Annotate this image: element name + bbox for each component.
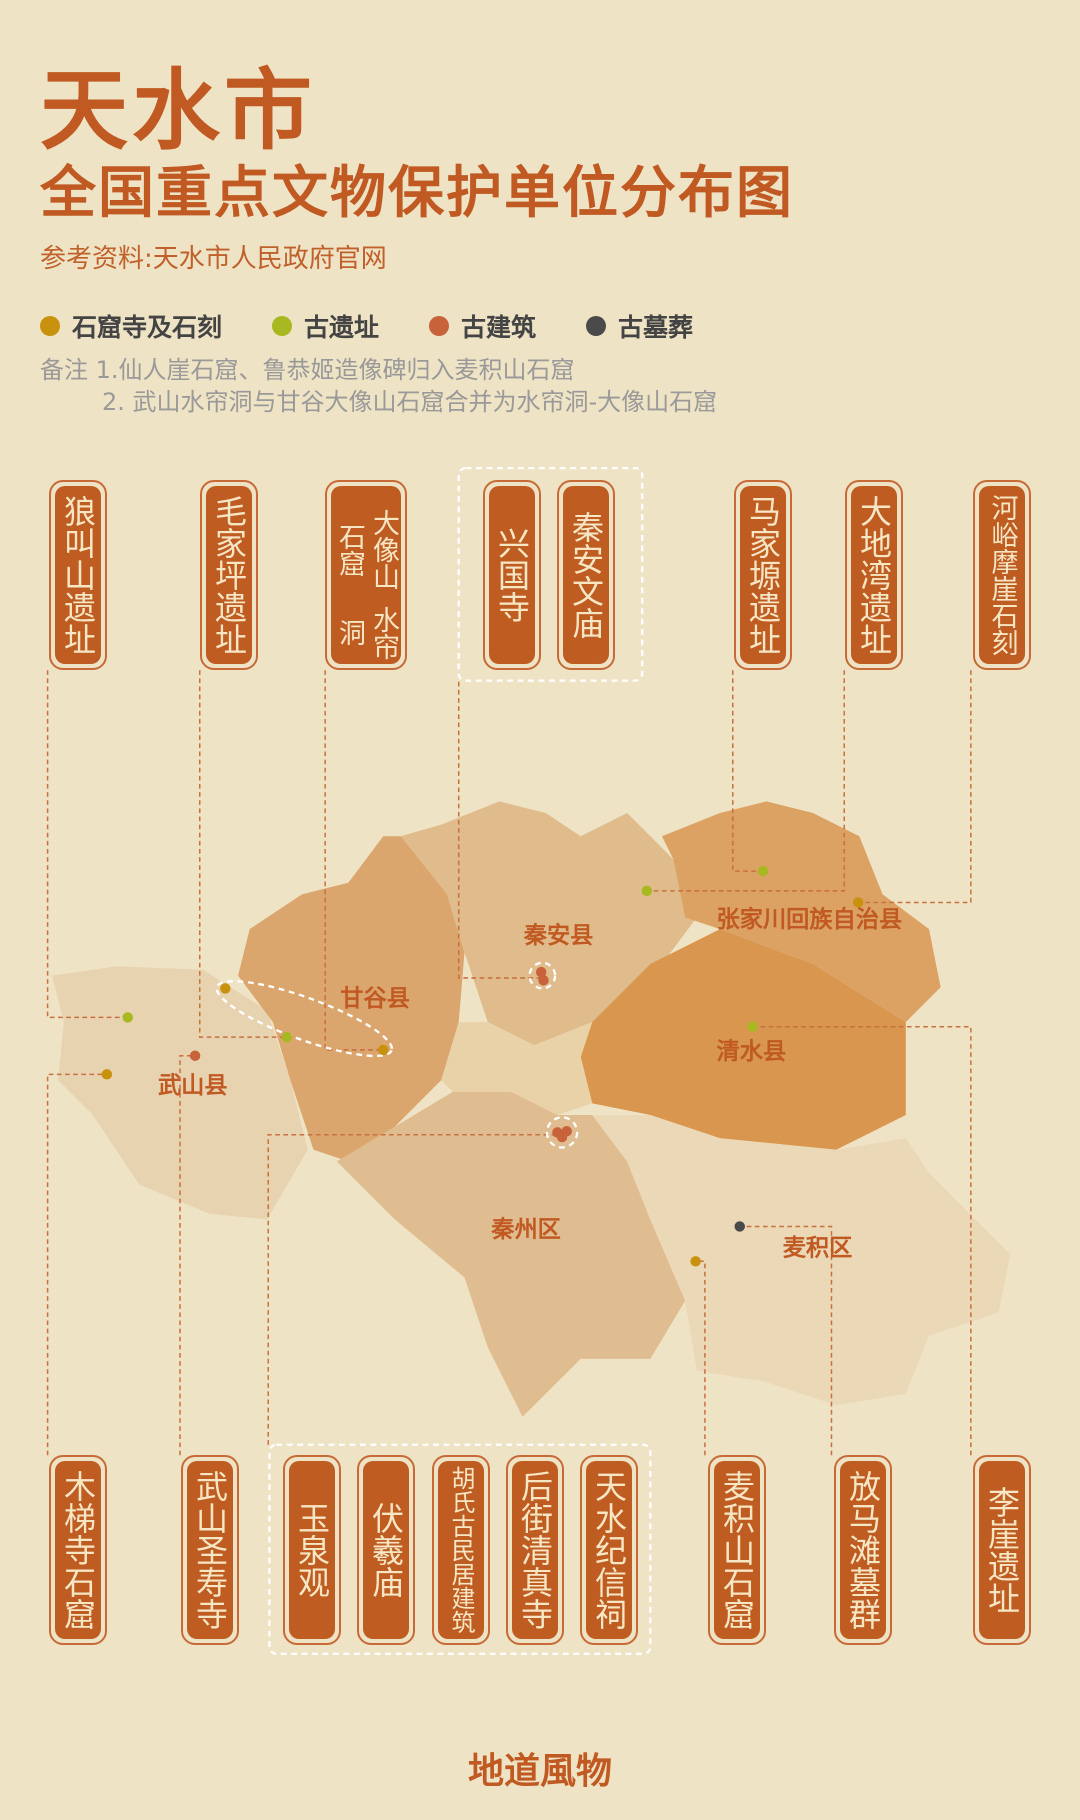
site-label: 李崖遗址 <box>973 1455 1031 1645</box>
county-label: 甘谷县 <box>340 985 410 1012</box>
site-name: 麦积山石窟 <box>714 1461 760 1639</box>
legend-item: 石窟寺及石刻 <box>40 308 222 344</box>
region-gangu <box>238 836 465 1162</box>
site-label: 马家塬遗址 <box>734 480 792 670</box>
legend-dot-icon <box>272 316 293 336</box>
site-label: 河峪摩崖石刻 <box>973 480 1031 670</box>
site-dot <box>556 1131 568 1143</box>
site-dot <box>220 983 231 994</box>
site-label: 毛家坪遗址 <box>200 480 258 670</box>
legend-item: 古建筑 <box>429 308 536 344</box>
site-dot <box>690 1256 701 1267</box>
region-qinzhou <box>336 1091 686 1417</box>
notes: 备注 1.仙人崖石窟、鲁恭姬造像碑归入麦积山石窟 2. 武山水帘洞与甘谷大像山石… <box>40 354 717 418</box>
site-dot <box>734 1221 745 1232</box>
site-name: 马家塬遗址 <box>740 486 786 664</box>
group-outlines <box>215 466 652 1655</box>
note-1: 1.仙人崖石窟、鲁恭姬造像碑归入麦积山石窟 <box>95 356 575 384</box>
legend-item: 古墓葬 <box>586 308 693 344</box>
legend-label: 古遗址 <box>304 313 380 342</box>
site-dot <box>281 1031 293 1043</box>
site-name: 大像山石窟 水帘洞 <box>331 486 401 664</box>
site-name: 秦安文庙 <box>563 486 609 664</box>
site-name: 武山圣寿寺 <box>187 1461 233 1639</box>
site-label: 兴国寺 <box>483 480 541 670</box>
region-zhangjiachuan <box>661 801 941 1023</box>
site-name: 玉泉观 <box>289 1461 335 1639</box>
site-label: 后街清真寺 <box>506 1455 564 1645</box>
site-name: 后街清真寺 <box>512 1461 558 1639</box>
site-name: 胡氏古民居建筑 <box>438 1461 484 1639</box>
site-label: 伏羲庙 <box>357 1455 415 1645</box>
site-dot <box>189 1050 201 1061</box>
note-2: 2. 武山水帘洞与甘谷大像山石窟合并为水帘洞-大像山石窟 <box>102 388 718 416</box>
site-dot <box>101 1069 113 1080</box>
leader-lines <box>46 670 972 1456</box>
site-label: 大像山石窟 水帘洞 <box>325 480 407 670</box>
county-label: 秦安县 <box>523 922 594 949</box>
site-name: 河峪摩崖石刻 <box>979 486 1025 664</box>
county-label: 清水县 <box>717 1038 787 1065</box>
site-name: 放马滩墓群 <box>840 1461 886 1639</box>
county-label: 张家川回族自治县 <box>717 906 903 933</box>
page-subtitle: 全国重点文物保护单位分布图 <box>40 160 794 226</box>
site-label: 玉泉观 <box>283 1455 341 1645</box>
county-label: 麦积区 <box>783 1234 853 1261</box>
site-dot <box>538 975 549 986</box>
site-dot <box>378 1044 389 1056</box>
site-label: 胡氏古民居建筑 <box>432 1455 490 1645</box>
notes-prefix: 备注 <box>40 356 88 384</box>
site-label: 武山圣寿寺 <box>181 1455 239 1645</box>
site-name: 木梯寺石窟 <box>55 1461 101 1639</box>
legend-label: 古建筑 <box>461 313 537 342</box>
site-dots <box>101 865 864 1267</box>
legend-dot-icon <box>586 316 607 336</box>
site-label: 放马滩墓群 <box>834 1455 892 1645</box>
site-dot <box>757 865 769 877</box>
site-label: 天水纪信祠 <box>580 1455 638 1645</box>
page-title: 天水市 <box>40 58 317 162</box>
site-name: 狼叫山遗址 <box>55 486 101 664</box>
site-name: 伏羲庙 <box>363 1461 409 1639</box>
site-name: 兴国寺 <box>489 486 535 664</box>
legend: 石窟寺及石刻 古遗址 古建筑 古墓葬 <box>40 308 693 344</box>
legend-label: 古墓葬 <box>618 313 694 342</box>
county-label: 秦州区 <box>490 1216 561 1243</box>
legend-dot-icon <box>40 316 60 336</box>
site-label: 狼叫山遗址 <box>49 480 107 670</box>
site-label: 木梯寺石窟 <box>49 1455 107 1645</box>
site-dot <box>535 966 547 978</box>
site-name: 李崖遗址 <box>979 1461 1025 1639</box>
county-shapes <box>52 801 1011 1417</box>
region-maiji <box>592 1114 1011 1406</box>
site-dot <box>852 897 864 908</box>
legend-dot-icon <box>429 316 450 336</box>
site-label: 麦积山石窟 <box>708 1455 766 1645</box>
site-name: 天水纪信祠 <box>586 1461 632 1639</box>
footer-logo: 地道風物 <box>467 1750 612 1792</box>
site-label: 秦安文庙 <box>557 480 615 670</box>
region-qinan <box>400 801 697 1046</box>
region-qingshui <box>580 929 906 1150</box>
legend-label: 石窟寺及石刻 <box>72 313 223 342</box>
county-label: 武山县 <box>158 1072 228 1099</box>
site-dot <box>641 885 653 897</box>
site-dot <box>122 1012 133 1023</box>
legend-item: 古遗址 <box>272 308 379 344</box>
site-label: 大地湾遗址 <box>845 480 903 670</box>
source-text: 参考资料:天水市人民政府官网 <box>40 244 387 274</box>
site-dot <box>747 1021 758 1032</box>
site-name: 大地湾遗址 <box>851 486 897 664</box>
site-name: 毛家坪遗址 <box>206 486 252 664</box>
county-labels: 秦安县 张家川回族自治县 甘谷县 清水县 武山县 秦州区 麦积区 <box>158 906 902 1262</box>
